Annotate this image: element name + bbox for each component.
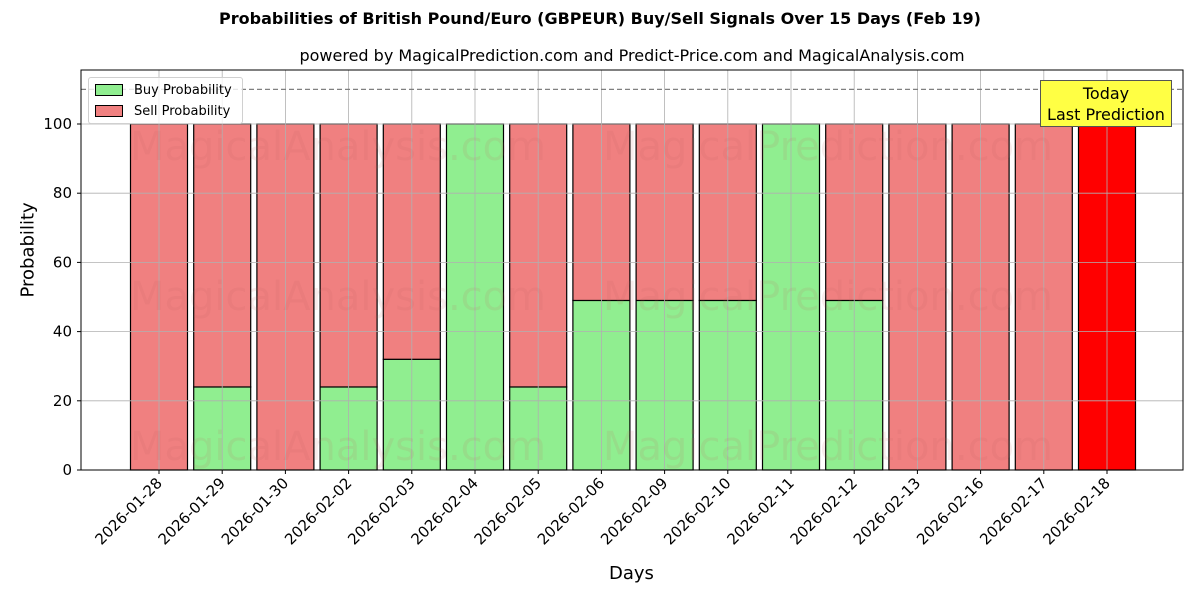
grid [81,70,1183,471]
y-axis-label: Probability [17,202,39,298]
watermark-text: MagicalPrediction.com [603,424,1053,470]
x-tick-label: 2026-02-04 [407,474,481,548]
legend-item-buy: Buy Probability [95,81,232,99]
y-tick-label: 0 [62,461,72,479]
legend-sell-label: Sell Probability [134,103,231,119]
x-tick-label: 2026-02-05 [471,474,545,548]
x-tick-label: 2026-02-12 [787,474,861,548]
watermark-text: MagicalAnalysis.com [130,274,546,320]
x-tick-label: 2026-02-16 [913,474,987,548]
x-axis-label: Days [609,563,654,584]
annotation-line2: Last Prediction [1047,105,1165,124]
chart-title: Probabilities of British Pound/Euro (GBP… [219,9,981,28]
watermarks: MagicalAnalysis.com MagicalPrediction.com… [130,124,1053,470]
x-tick-label: 2026-02-02 [281,474,355,548]
x-tick-label: 2026-02-13 [850,474,924,548]
buy-swatch-icon [95,84,123,96]
x-tick-label: 2026-02-03 [344,474,418,548]
x-tick-label: 2026-02-10 [660,474,734,548]
x-tick-label: 2026-02-18 [1039,474,1113,548]
watermark-text: MagicalPrediction.com [603,274,1053,320]
x-tick-label: 2026-02-11 [723,474,797,548]
x-tick-label: 2026-01-30 [218,474,292,548]
annotation-line1: Today [1082,84,1130,103]
x-tick-label: 2026-02-17 [976,474,1050,548]
chart-legend: Buy Probability Sell Probability [88,77,243,124]
y-tick-label: 60 [53,253,72,271]
watermark-text: MagicalPrediction.com [603,124,1053,170]
chart-subtitle: powered by MagicalPrediction.com and Pre… [299,46,965,65]
x-tick-label: 2026-02-06 [534,474,608,548]
legend-item-sell: Sell Probability [95,102,230,120]
y-tick-label: 20 [53,392,72,410]
x-tick-label: 2026-02-09 [597,474,671,548]
y-tick-label: 100 [43,115,72,133]
legend-buy-label: Buy Probability [134,82,232,98]
y-tick-label: 80 [53,184,72,202]
y-tick-label: 40 [53,323,72,341]
x-tick-label: 2026-01-28 [91,474,165,548]
x-axis: 2026-01-282026-01-292026-01-302026-02-02… [91,470,1114,548]
sell-swatch-icon [95,105,123,117]
watermark-text: MagicalAnalysis.com [130,124,546,170]
y-axis: 0 20 40 60 80 100 [43,115,81,479]
watermark-text: MagicalAnalysis.com [130,424,546,470]
x-tick-label: 2026-01-29 [155,474,229,548]
today-annotation: Today Last Prediction [1040,80,1172,127]
plot-frame [80,69,1184,471]
